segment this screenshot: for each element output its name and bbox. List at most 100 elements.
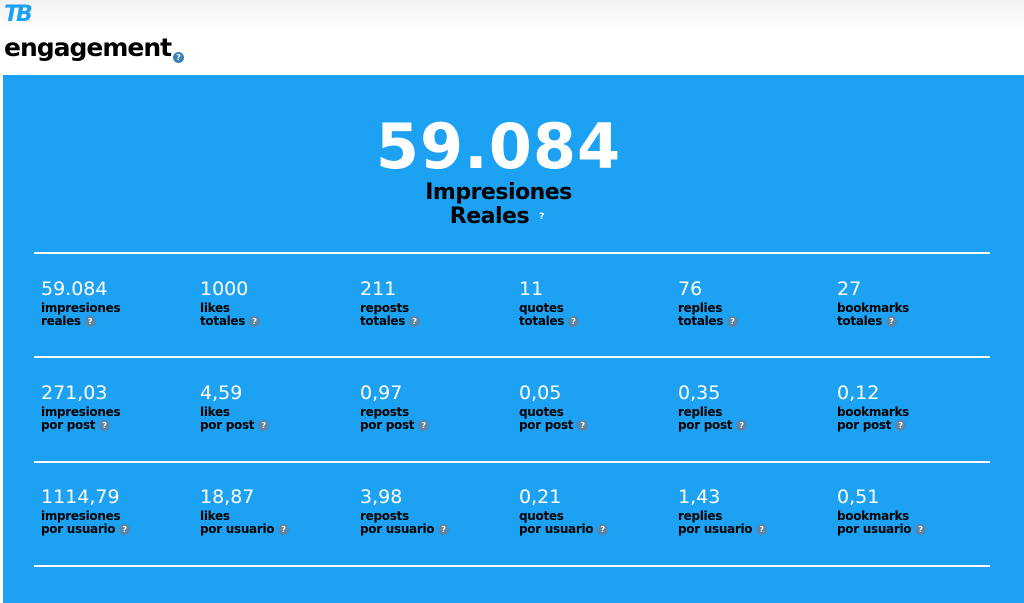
metric-cell: 0,51 bookmarks por usuario? [837, 486, 987, 536]
metric-label-line1: replies [678, 301, 723, 315]
metric-label-line2-text: por post [200, 418, 255, 432]
help-icon[interactable]: ? [539, 211, 545, 222]
metric-value: 1000 [200, 278, 249, 300]
metric-label-line2: totales? [200, 315, 350, 328]
metric-label-line2-text: por usuario [678, 522, 753, 536]
metric-label-line1: replies [678, 405, 723, 419]
metric-value: 0,97 [360, 382, 403, 404]
metric-cell: 1114,79 impresiones por usuario? [41, 486, 191, 536]
help-icon[interactable]: ? [915, 524, 927, 535]
hero-value: 59.084 [375, 110, 622, 183]
metric-cell: 211 reposts totales? [360, 278, 510, 328]
metric-label: impresiones por post? [41, 406, 191, 432]
metric-label-line2-text: por usuario [519, 522, 594, 536]
metric-label-line1: reposts [360, 509, 409, 523]
metric-label-line2: totales? [360, 315, 510, 328]
metric-label: impresiones por usuario? [41, 510, 191, 536]
metric-label-line2: por post? [200, 419, 350, 432]
help-icon[interactable]: ? [258, 420, 270, 431]
metric-label-line1: impresiones [41, 301, 121, 315]
metric-label-line1: reposts [360, 301, 409, 315]
metric-label-line2: totales? [837, 315, 987, 328]
metric-value: 0,51 [837, 486, 880, 508]
metric-label-line1: likes [200, 405, 230, 419]
metric-label-line1: likes [200, 301, 230, 315]
metric-label-line2-text: por post [837, 418, 892, 432]
metric-label-line1: quotes [519, 509, 564, 523]
metric-cell: 4,59 likes por post? [200, 382, 350, 432]
metric-label-line2: por post? [837, 419, 987, 432]
top-bar [0, 0, 1024, 30]
page-title: engagement? [4, 32, 185, 64]
metric-label: reposts por post? [360, 406, 510, 432]
metric-label: bookmarks totales? [837, 302, 987, 328]
metric-label-line1: impresiones [41, 405, 121, 419]
help-icon[interactable]: ? [249, 316, 261, 327]
metric-label-line2-text: por post [519, 418, 574, 432]
metric-label-line2: por post? [41, 419, 191, 432]
metric-label-line2: por usuario? [519, 523, 669, 536]
metric-label-line1: bookmarks [837, 301, 910, 315]
metric-cell: 0,97 reposts por post? [360, 382, 510, 432]
metric-cell: 76 replies totales? [678, 278, 828, 328]
tb-logo[interactable]: TB [4, 2, 33, 27]
help-icon[interactable]: ? [577, 420, 589, 431]
help-icon[interactable]: ? [409, 316, 421, 327]
metric-label: quotes por usuario? [519, 510, 669, 536]
help-icon[interactable]: ? [568, 316, 580, 327]
metric-label: bookmarks por usuario? [837, 510, 987, 536]
hero-metric: 59.084 Impresiones Reales ? [3, 113, 1024, 229]
metric-label-line2: reales? [41, 315, 191, 328]
metric-value: 1,43 [678, 486, 721, 508]
metric-label-line1: likes [200, 509, 230, 523]
metric-label-line1: impresiones [41, 509, 121, 523]
help-icon[interactable]: ? [84, 316, 96, 327]
metric-label-line2: por usuario? [678, 523, 828, 536]
metric-value: 76 [678, 278, 703, 300]
metric-value: 3,98 [360, 486, 403, 508]
help-icon[interactable]: ? [736, 420, 748, 431]
help-icon[interactable]: ? [278, 524, 290, 535]
help-icon[interactable]: ? [727, 316, 739, 327]
help-icon[interactable]: ? [756, 524, 768, 535]
metric-label-line2: por usuario? [837, 523, 987, 536]
metric-label-line1: bookmarks [837, 509, 910, 523]
help-icon[interactable]: ? [895, 420, 907, 431]
metric-label-line1: replies [678, 509, 723, 523]
metric-label-line1: reposts [360, 405, 409, 419]
help-icon[interactable]: ? [99, 420, 111, 431]
metric-label: likes por usuario? [200, 510, 350, 536]
metric-label: bookmarks por post? [837, 406, 987, 432]
metric-label-line2-text: reales [41, 314, 81, 328]
help-icon[interactable]: ? [597, 524, 609, 535]
metric-label-line2-text: totales [678, 314, 724, 328]
metric-value: 11 [519, 278, 544, 300]
help-icon[interactable]: ? [886, 316, 898, 327]
metric-cell: 3,98 reposts por usuario? [360, 486, 510, 536]
metric-label-line2: por post? [360, 419, 510, 432]
metric-label: reposts por usuario? [360, 510, 510, 536]
hero-label-line1: Impresiones [425, 180, 572, 205]
metric-cell: 0,05 quotes por post? [519, 382, 669, 432]
metric-label-line2: totales? [678, 315, 828, 328]
help-icon[interactable]: ? [438, 524, 450, 535]
help-icon[interactable]: ? [173, 52, 185, 63]
metric-label-line2-text: totales [200, 314, 246, 328]
page-title-text: engagement [4, 33, 172, 62]
metric-cell: 1,43 replies por usuario? [678, 486, 828, 536]
metric-value: 211 [360, 278, 397, 300]
help-icon[interactable]: ? [418, 420, 430, 431]
metric-label-line2-text: totales [360, 314, 406, 328]
hero-label-line2: Reales ? [0, 205, 1024, 229]
metric-label: replies totales? [678, 302, 828, 328]
metric-label-line1: bookmarks [837, 405, 910, 419]
metric-cell: 0,35 replies por post? [678, 382, 828, 432]
metrics-row-por-post: 271,03 impresiones por post? 4,59 likes por … [41, 382, 1021, 462]
metric-cell: 0,12 bookmarks por post? [837, 382, 987, 432]
help-icon[interactable]: ? [119, 524, 131, 535]
metric-label: likes totales? [200, 302, 350, 328]
hero-label: Impresiones Reales ? [0, 181, 1024, 229]
metric-cell: 18,87 likes por usuario? [200, 486, 350, 536]
metric-label: reposts totales? [360, 302, 510, 328]
metric-label-line2: totales? [519, 315, 669, 328]
